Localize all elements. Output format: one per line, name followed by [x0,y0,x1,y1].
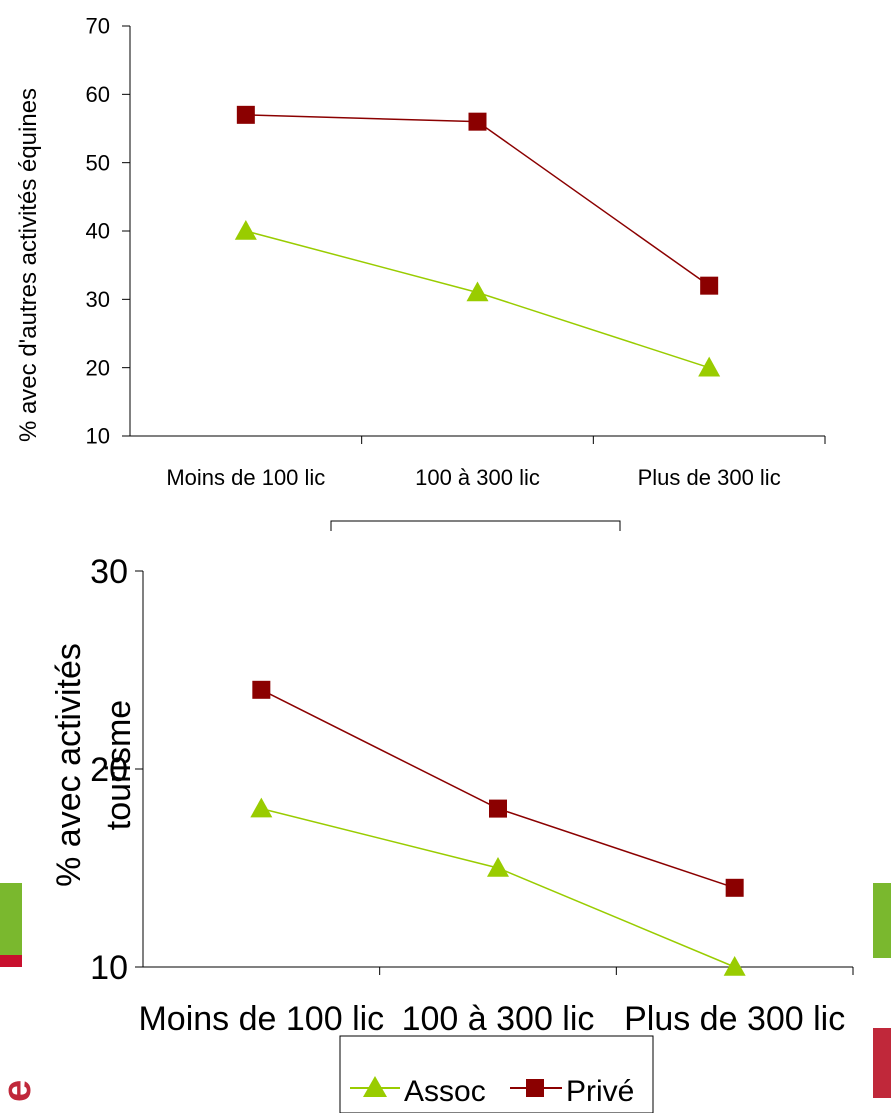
data-point-assoc [250,797,273,818]
y-axis-label: % avec d'autres activités équines [15,88,42,442]
series-line-assoc [261,807,735,968]
x-tick-label: Moins de 100 lic [166,465,325,490]
y-tick-label: 20 [90,751,128,789]
data-point-prive [252,680,271,699]
y-axis-label-line1: % avec activités [50,643,88,887]
chart-activites-equines: 10 20 30 40 50 60 70 Moins de 100 lic 100 à 300… [15,14,826,490]
legend-prive-marker [526,1079,544,1097]
y-ticks: 10 20 30 [90,553,143,987]
data-point-prive [489,799,507,818]
y-tick-label: 40 [86,219,110,244]
cropped-logo-letter: e [0,1080,39,1102]
chart-activites-tourisme: 10 20 30 Moins de 100 lic 100 à 300 lic Plus… [50,553,854,1113]
y-tick-label: 10 [86,424,110,449]
x-tick-label: 100 à 300 lic [415,465,540,490]
series-group [234,105,721,377]
data-point-assoc [466,281,489,302]
y-ticks: 10 20 30 40 50 60 70 [86,14,130,449]
legend-box [339,1035,654,1113]
data-point-prive [468,112,487,131]
data-point-assoc [487,857,509,877]
legend-prive-label: Privé [566,1075,634,1108]
y-tick-label: 30 [90,553,128,591]
x-tick-label: 100 à 300 lic [402,1000,595,1038]
y-tick-label: 70 [86,14,110,39]
data-point-prive [700,276,719,295]
x-tick-label: Moins de 100 lic [138,1000,384,1038]
legend-assoc-marker [363,1076,387,1097]
red-decor-right [873,1028,891,1098]
y-tick-label: 30 [86,287,110,312]
legend-assoc-label: Assoc [404,1075,486,1108]
legend: Assoc Privé [339,1035,654,1113]
series-group [250,680,746,976]
data-point-prive [725,878,744,897]
bracket-divider [330,520,621,531]
x-tick-label: Plus de 300 lic [624,1000,845,1038]
green-decor-right [873,883,891,958]
y-tick-label: 60 [86,82,110,107]
background-decoration: e [0,883,891,1102]
y-tick-label: 20 [86,355,110,380]
red-stripe-left [0,955,22,967]
y-tick-label: 50 [86,150,110,175]
data-point-assoc [723,956,746,976]
data-point-prive [236,105,255,124]
y-tick-label: 10 [90,949,128,987]
y-axis-label: % avec activités tourisme [50,643,138,887]
x-ticks: Moins de 100 lic 100 à 300 lic Plus de 300… [138,967,854,1038]
data-point-assoc [698,356,721,377]
x-tick-label: Plus de 300 lic [638,465,781,490]
x-ticks: Moins de 100 lic 100 à 300 lic Plus de 300… [166,436,826,490]
data-point-assoc [234,220,257,240]
green-decor-left [0,883,22,955]
y-axis-label-line2: tourisme [100,700,138,830]
series-line-prive [245,114,710,287]
